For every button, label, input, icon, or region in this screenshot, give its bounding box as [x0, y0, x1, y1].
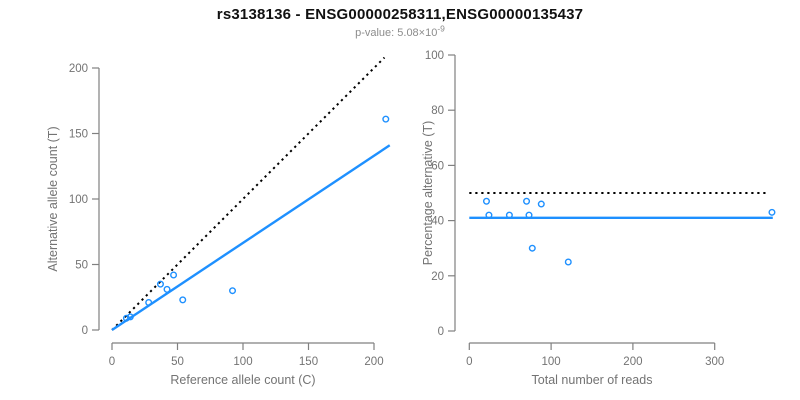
data-point [523, 197, 531, 205]
pvalue-exponent: -9 [437, 23, 445, 34]
figure-title: rs3138136 - ENSG00000258311,ENSG00000135… [216, 6, 584, 23]
y-tick-label: 50 [75, 260, 88, 272]
y-tick-label: 100 [69, 194, 88, 206]
x-tick-label: 100 [542, 356, 561, 368]
pvalue-text: p-value: 5.08×10 [355, 27, 438, 39]
data-point [163, 285, 171, 293]
y-tick-label: 200 [69, 63, 88, 75]
data-point [145, 298, 153, 306]
data-point [229, 287, 237, 295]
x-tick-label: 50 [171, 356, 184, 368]
data-point [768, 208, 776, 216]
x-tick-label: 100 [233, 356, 252, 368]
y-tick-label: 20 [431, 271, 444, 283]
data-point [156, 280, 164, 288]
y-axis-title: Percentage alternative (T) [421, 121, 435, 266]
x-tick-label: 200 [364, 356, 383, 368]
data-point [382, 115, 390, 123]
data-point [126, 313, 134, 321]
x-tick-label: 300 [705, 356, 724, 368]
data-point [537, 200, 545, 208]
data-point [525, 211, 533, 219]
data-point [528, 244, 536, 252]
data-point [505, 211, 513, 219]
data-point [564, 258, 572, 266]
y-tick-label: 0 [82, 325, 88, 337]
y-tick-label: 150 [69, 129, 88, 141]
y-tick-label: 40 [431, 216, 444, 228]
x-tick-label: 0 [109, 356, 115, 368]
y-tick-label: 60 [431, 160, 444, 172]
x-tick-label: 150 [299, 356, 318, 368]
x-axis-title: Total number of reads [532, 373, 653, 387]
identity-line [111, 56, 386, 331]
data-point [179, 296, 187, 304]
figure-subtitle: p-value: 5.08×10-9 [0, 24, 800, 39]
data-point [170, 271, 178, 279]
x-tick-label: 200 [623, 356, 642, 368]
data-point [482, 197, 490, 205]
data-point [122, 314, 130, 322]
x-axis-title: Reference allele count (C) [170, 373, 315, 387]
y-tick-label: 100 [425, 50, 444, 62]
data-point [485, 211, 493, 219]
x-tick-label: 0 [466, 356, 472, 368]
y-axis-title: Alternative allele count (T) [46, 126, 60, 271]
fit-line [111, 144, 391, 331]
y-tick-label: 80 [431, 105, 444, 117]
y-tick-label: 0 [438, 326, 444, 338]
